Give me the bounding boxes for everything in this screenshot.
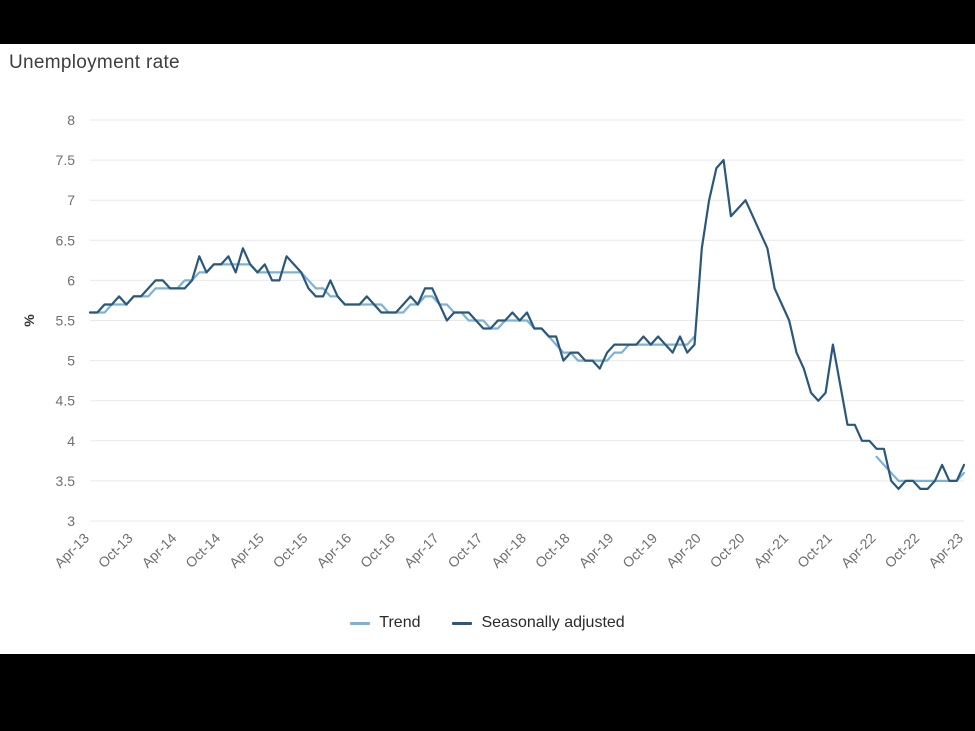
- x-tick-label: Oct-16: [357, 530, 398, 571]
- x-tick-label: Apr-18: [488, 530, 529, 571]
- x-axis-labels: Apr-13 Oct-13 Apr-14 Oct-14 Apr-15 Oct-15 Apr-…: [51, 530, 966, 571]
- y-tick-label: 5: [67, 353, 75, 369]
- x-tick-label: Apr-23: [925, 530, 966, 571]
- x-tick-label: Oct-13: [95, 530, 136, 571]
- chart-panel: Unemployment rate 3 3.5 4 4.5 5 5.5 6 6.5 7 7.5 8%…: [0, 44, 975, 654]
- x-tick-label: Apr-15: [226, 530, 267, 571]
- y-tick-label: 8: [67, 112, 75, 128]
- x-tick-label: Apr-21: [750, 530, 791, 571]
- x-tick-label: Oct-14: [182, 530, 223, 571]
- x-tick-label: Oct-22: [881, 530, 922, 571]
- y-tick-label: 7: [67, 192, 75, 208]
- x-tick-label: Apr-19: [575, 530, 616, 571]
- x-tick-label: Apr-16: [313, 530, 354, 571]
- x-tick-label: Apr-20: [663, 530, 704, 571]
- y-tick-label: 7.5: [56, 152, 76, 168]
- x-tick-label: Oct-19: [619, 530, 660, 571]
- y-tick-label: 3.5: [56, 473, 76, 489]
- x-tick-label: Apr-13: [51, 530, 92, 571]
- legend-item-trend[interactable]: Trend: [350, 614, 420, 632]
- y-axis-labels: 3 3.5 4 4.5 5 5.5 6 6.5 7 7.5 8: [56, 112, 76, 529]
- y-tick-label: 4.5: [56, 393, 76, 409]
- legend-item-seasonally-adjusted[interactable]: Seasonally adjusted: [452, 614, 625, 632]
- x-tick-label: Oct-21: [794, 530, 835, 571]
- x-tick-label: Oct-20: [707, 530, 748, 571]
- letterbox-bottom: [0, 654, 975, 731]
- x-tick-label: Oct-15: [270, 530, 311, 571]
- y-tick-label: 4: [67, 433, 75, 449]
- x-tick-label: Oct-17: [444, 530, 485, 571]
- trend-legend-label: Trend: [379, 614, 421, 631]
- trend-line[interactable]: [88, 263, 966, 482]
- chart-title: Unemployment rate: [9, 52, 180, 73]
- chart-canvas: 3 3.5 4 4.5 5 5.5 6 6.5 7 7.5 8% Apr-13 Oct-13 Apr-14…: [21, 112, 966, 571]
- letterbox-top: [0, 0, 975, 44]
- x-tick-label: Apr-17: [401, 530, 442, 571]
- chart-legend: Trend Seasonally adjusted: [0, 614, 975, 632]
- y-tick-label: 6: [67, 272, 75, 288]
- y-tick-label: 3: [67, 513, 75, 529]
- seasonally-adjusted-legend-label: Seasonally adjusted: [481, 614, 625, 631]
- x-tick-label: Apr-14: [138, 530, 179, 571]
- seasonally-adjusted-line[interactable]: [88, 159, 966, 490]
- y-tick-label: 5.5: [56, 313, 76, 329]
- x-tick-label: Oct-18: [532, 530, 573, 571]
- y-tick-label: 6.5: [56, 232, 76, 248]
- x-tick-label: Apr-22: [838, 530, 879, 571]
- y-axis-title: %: [21, 314, 37, 327]
- seasonally-adjusted-legend-swatch: [452, 621, 473, 625]
- trend-legend-swatch: [350, 621, 371, 625]
